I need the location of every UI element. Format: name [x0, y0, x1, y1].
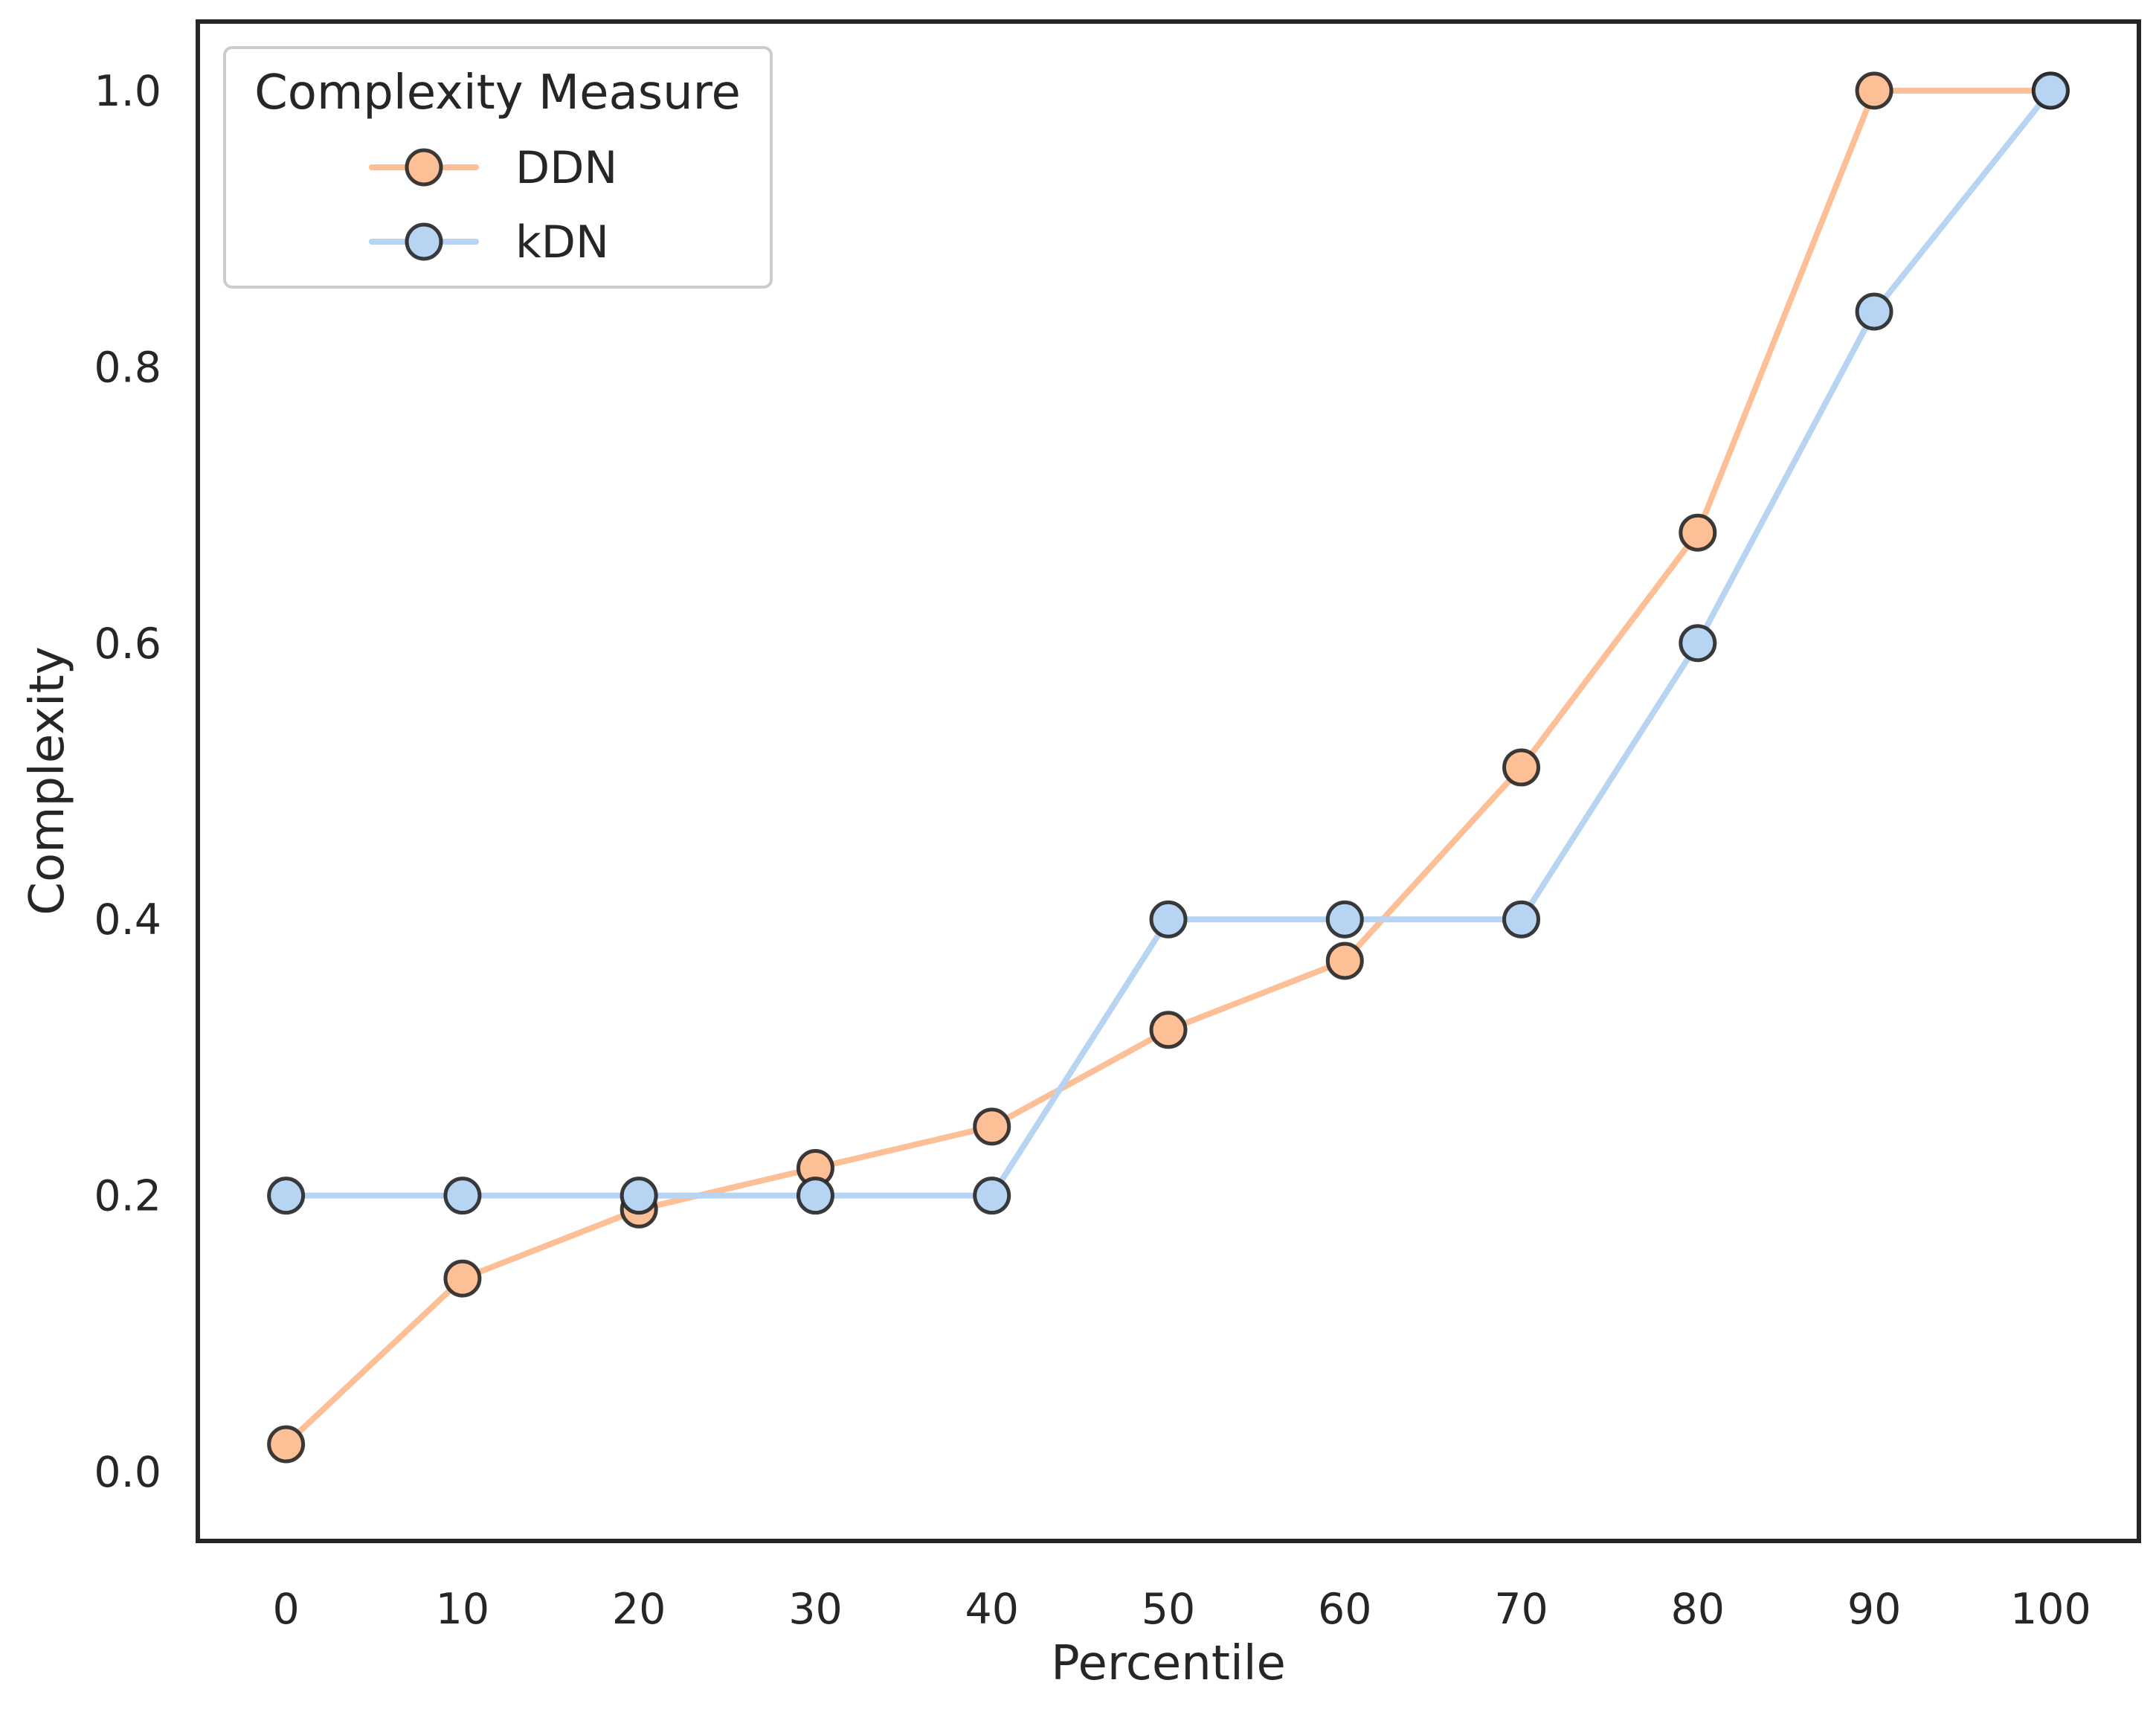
- data-point-kdn: [1855, 292, 1893, 331]
- legend-box: [223, 46, 773, 289]
- x-tick-label: 90: [1847, 1585, 1902, 1634]
- x-tick-label: 0: [273, 1585, 300, 1634]
- legend-marker-ddn: [405, 148, 443, 187]
- x-tick-label: 30: [788, 1585, 843, 1634]
- data-point-kdn: [796, 1177, 834, 1215]
- x-axis-title: Percentile: [1051, 1636, 1286, 1691]
- y-tick-label: 0.6: [94, 620, 161, 669]
- legend-label-ddn: DDN: [515, 142, 617, 194]
- x-tick-label: 70: [1494, 1585, 1548, 1634]
- legend: Complexity Measure DDN kDN: [223, 46, 773, 289]
- legend-title: Complexity Measure: [254, 65, 741, 120]
- legend-marker-kdn: [405, 222, 443, 261]
- data-point-kdn: [2031, 71, 2070, 110]
- data-point-kdn: [443, 1177, 482, 1215]
- x-tick-label: 10: [436, 1585, 490, 1634]
- data-point-kdn: [1149, 900, 1188, 939]
- y-tick-label: 0.4: [94, 895, 161, 945]
- y-tick-label: 1.0: [94, 67, 161, 116]
- data-point-kdn: [1679, 624, 1717, 663]
- data-point-kdn: [267, 1177, 306, 1215]
- plot-frame: [196, 19, 2141, 1543]
- legend-label-kdn: kDN: [515, 216, 609, 268]
- data-point-kdn: [1502, 900, 1541, 939]
- series-line-ddn: [283, 87, 2054, 1447]
- y-tick-label: 0.0: [94, 1448, 161, 1497]
- x-tick-label: 60: [1318, 1585, 1372, 1634]
- data-point-ddn: [267, 1425, 306, 1464]
- x-tick-label: 40: [965, 1585, 1019, 1634]
- data-point-ddn: [1149, 1011, 1188, 1049]
- axis-ticks: 0 10 20 30 40 50 60 70 80 90 100 0.0 0.2 0.4 0.6 0.8 1.0: [94, 67, 2091, 1634]
- data-point-ddn: [973, 1107, 1011, 1146]
- data-point-kdn: [620, 1177, 658, 1215]
- data-point-kdn: [973, 1177, 1011, 1215]
- x-tick-label: 50: [1142, 1585, 1196, 1634]
- data-point-ddn: [443, 1259, 482, 1298]
- x-tick-label: 80: [1671, 1585, 1725, 1634]
- x-tick-label: 100: [2010, 1585, 2091, 1634]
- y-axis-title: Complexity: [20, 646, 75, 915]
- x-tick-label: 20: [612, 1585, 666, 1634]
- data-point-kdn: [1325, 900, 1364, 939]
- data-point-ddn: [1679, 513, 1717, 552]
- plot-series: [267, 71, 2070, 1464]
- y-tick-label: 0.8: [94, 343, 161, 392]
- data-point-ddn: [1325, 942, 1364, 980]
- y-tick-label: 0.2: [94, 1172, 161, 1221]
- data-point-ddn: [1502, 748, 1541, 787]
- data-point-ddn: [1855, 71, 1893, 110]
- legend-entries: DDN kDN: [369, 142, 617, 268]
